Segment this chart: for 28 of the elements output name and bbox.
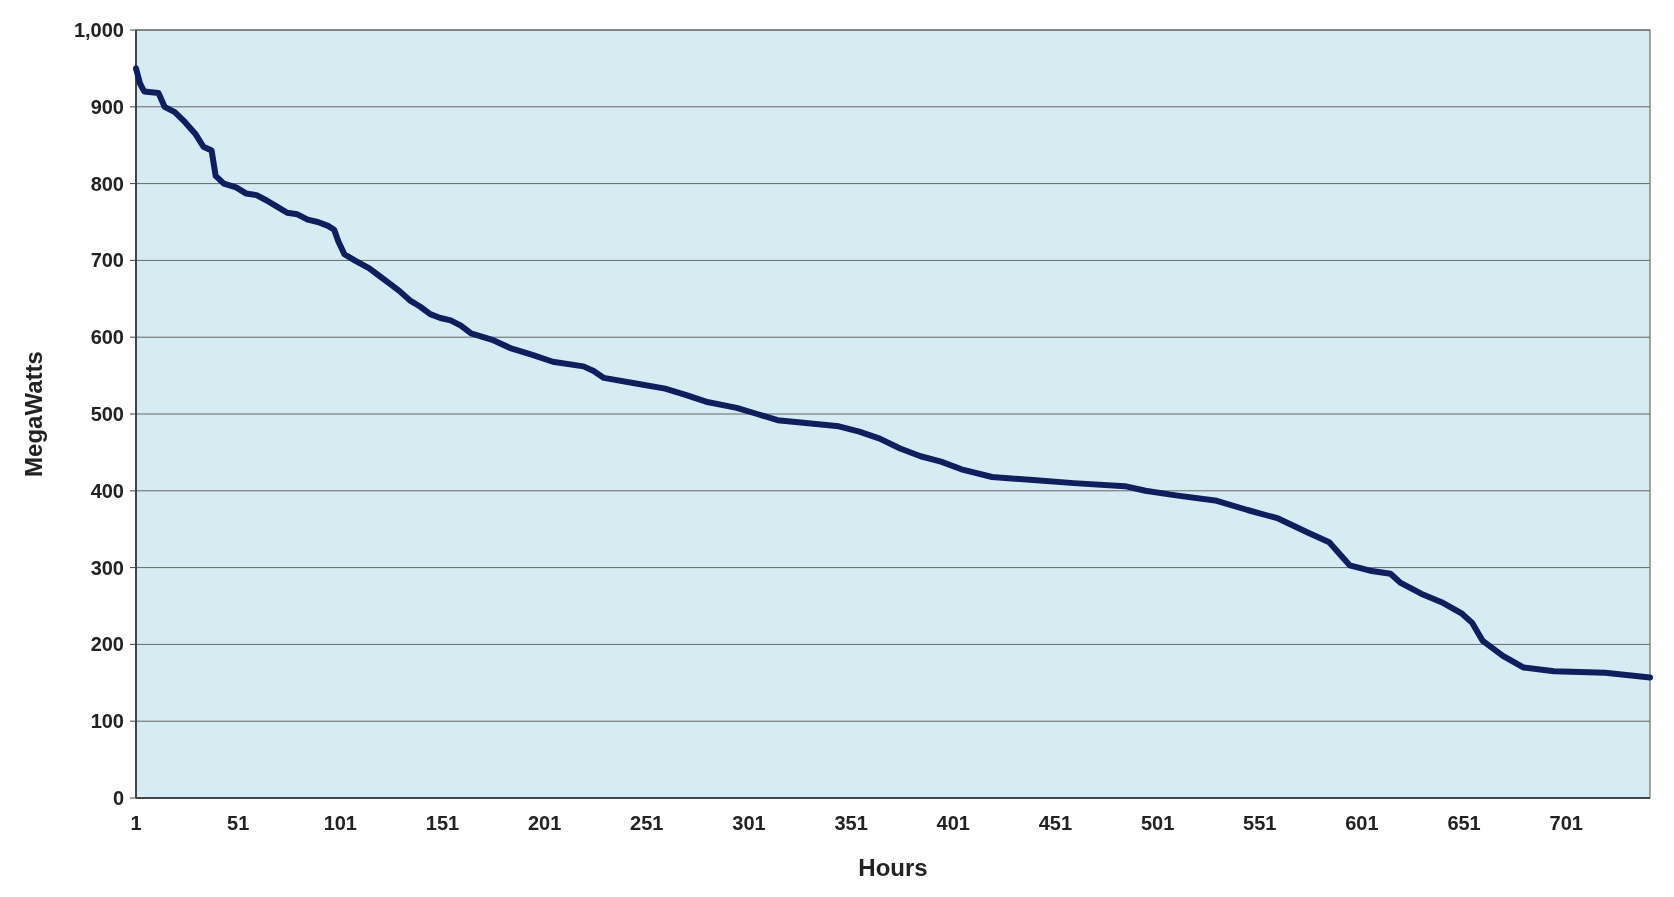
- x-tick-label: 401: [936, 812, 970, 834]
- x-tick-label: 551: [1243, 812, 1277, 834]
- y-tick-label: 700: [90, 249, 124, 272]
- y-tick-label: 800: [90, 172, 124, 195]
- y-tick-label: 600: [90, 326, 124, 349]
- y-tick-label: 900: [90, 95, 124, 118]
- x-tick-label: 501: [1140, 812, 1175, 834]
- x-tick-label: 1: [130, 812, 142, 834]
- y-tick-label: 0: [112, 787, 124, 809]
- x-tick-label: 601: [1345, 812, 1379, 834]
- y-tick-label: 200: [90, 633, 124, 656]
- x-tick-label: 651: [1447, 812, 1481, 834]
- x-tick-label: 351: [834, 812, 868, 834]
- x-tick-label: 51: [227, 812, 250, 834]
- x-tick-label: 101: [323, 812, 358, 834]
- y-tick-label: 500: [90, 403, 124, 425]
- y-tick-label: 300: [90, 556, 124, 579]
- x-axis-title: Hours: [858, 854, 928, 881]
- y-tick-label: 100: [90, 710, 124, 733]
- x-tick-label: 151: [425, 812, 460, 834]
- x-tick-label: 301: [732, 812, 766, 834]
- x-tick-label: 251: [630, 812, 664, 834]
- x-tick-label: 201: [527, 812, 562, 834]
- y-tick-label: 400: [90, 479, 124, 502]
- y-axis-title: MegaWatts: [20, 351, 47, 477]
- x-tick-label: 451: [1038, 812, 1073, 834]
- x-tick-label: 701: [1549, 812, 1583, 834]
- y-tick-label: 1,000: [73, 19, 124, 41]
